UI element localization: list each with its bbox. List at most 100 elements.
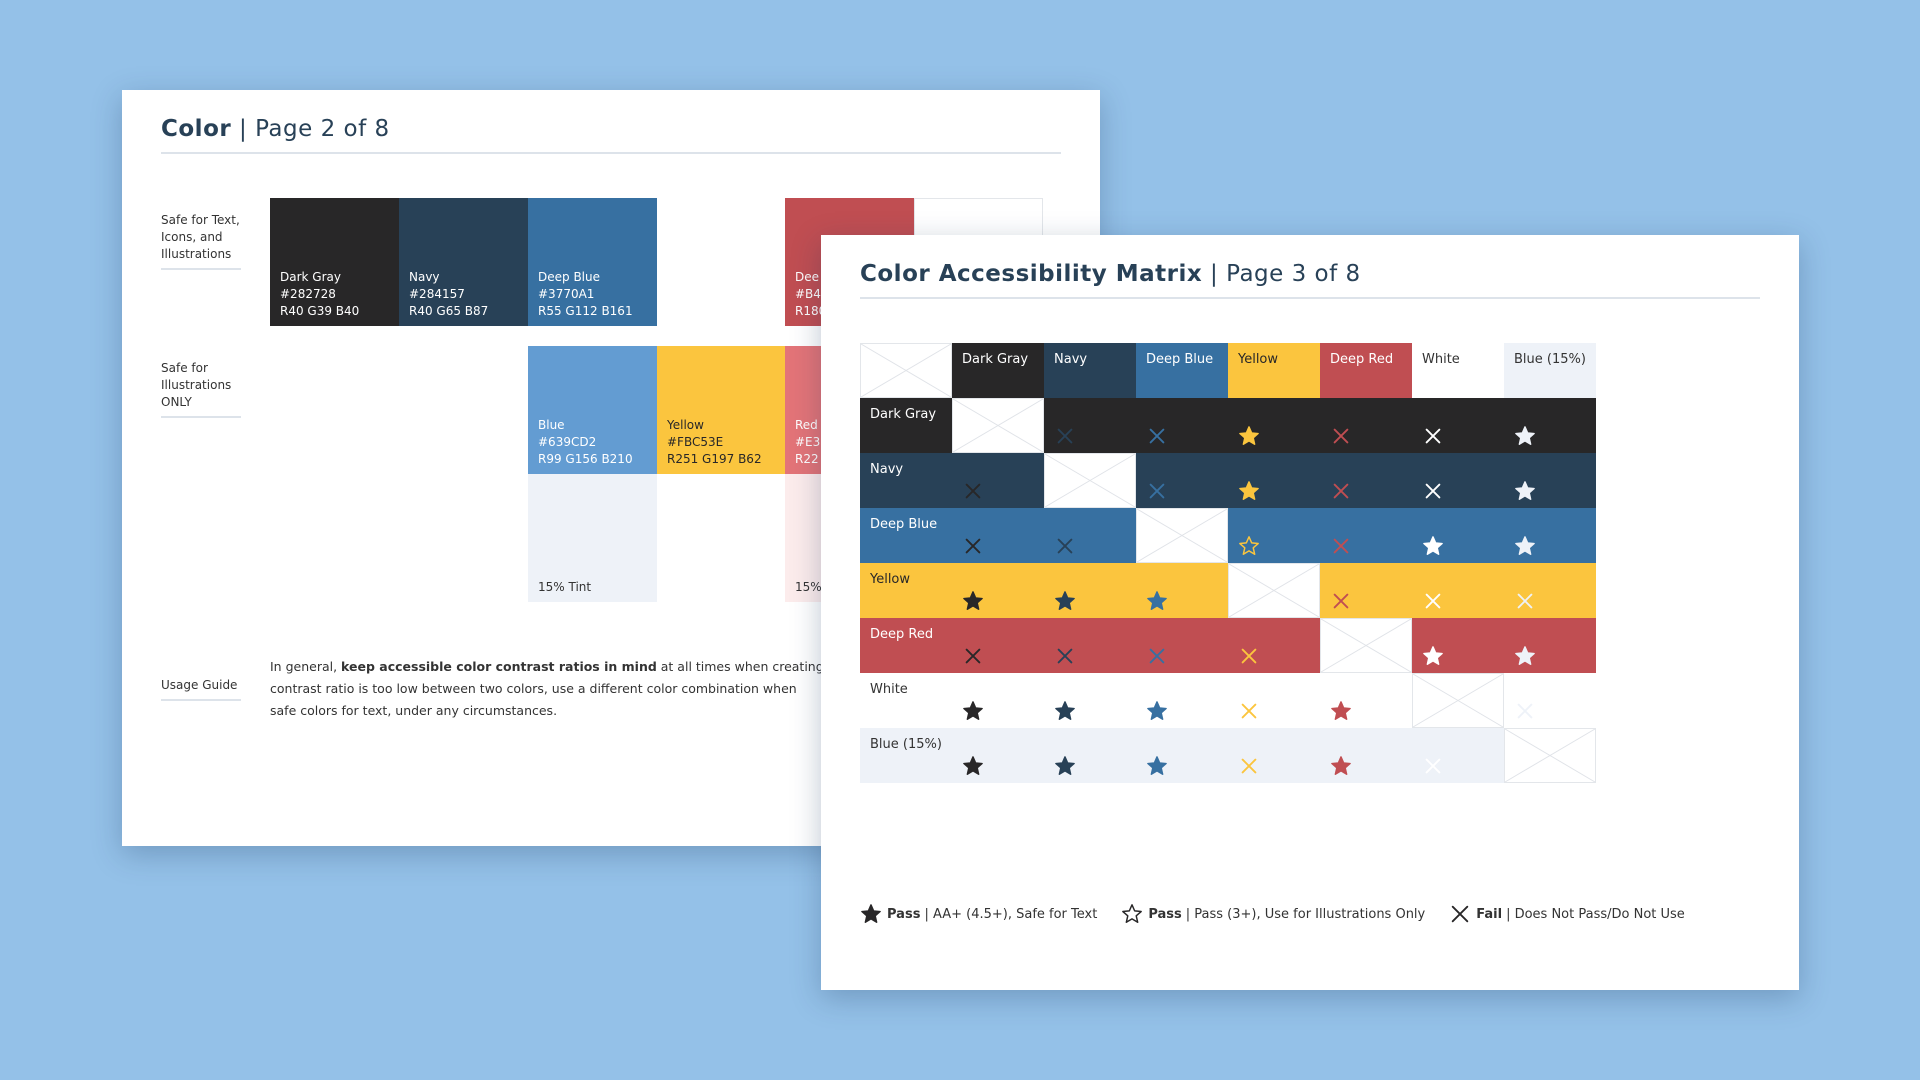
matrix-cell [1320,398,1412,453]
matrix-cell [1320,563,1412,618]
matrix-cell [952,728,1044,783]
row-header: Navy [860,453,952,508]
legend-text: | AA+ (4.5+), Safe for Text [924,906,1098,922]
swatch-name: Navy [409,270,440,284]
filled-star-icon [1515,426,1535,445]
empty-cell-cross [861,344,951,397]
x-icon [1241,758,1257,774]
empty-cell-cross [1045,454,1135,507]
swatch-rgb: R22 [795,452,819,466]
filled-star-icon [1055,756,1075,775]
filled-star-icon [1331,701,1351,720]
empty-cell-cross [1413,674,1503,727]
filled-star-icon [1239,481,1259,500]
filled-star-icon [1515,481,1535,500]
matrix-cell [1044,673,1136,728]
swatch-rgb: R55 G112 B161 [538,304,633,318]
matrix-cell [952,673,1044,728]
column-header: Dark Gray [952,343,1044,398]
page-number: Page 2 of 8 [255,116,390,142]
empty-cell-cross [1321,619,1411,672]
matrix-cell [1228,398,1320,453]
matrix-cell [1136,398,1228,453]
matrix-cell [1044,728,1136,783]
filled-star-icon [1147,701,1167,720]
row-header-label: Navy [870,462,904,477]
swatch-name: Dee [795,270,820,284]
usage-text: at all times when creating [656,659,824,674]
matrix-cell [1504,673,1596,728]
x-icon [1149,428,1165,444]
section-underline [161,416,241,418]
x-icon [1425,593,1441,609]
filled-star-icon [1055,591,1075,610]
matrix-cell [1412,618,1504,673]
matrix-cell [1412,563,1504,618]
section-label-safe-illustrations: Safe for Illustrations ONLY [161,343,251,435]
page-title: Color Accessibility Matrix | Page 3 of 8 [860,261,1361,287]
matrix-cell [1136,618,1228,673]
matrix-cell [1320,673,1412,728]
x-icon [1241,703,1257,719]
filled-star-icon [1147,591,1167,610]
x-icon [1057,538,1073,554]
usage-bold-text: keep accessible color contrast ratios in… [341,659,657,674]
swatch-hex: #639CD2 [538,435,597,449]
x-icon [965,538,981,554]
matrix-cell [1044,398,1136,453]
filled-star-icon [963,701,983,720]
filled-star-icon [1423,646,1443,665]
matrix-cell [1136,563,1228,618]
x-icon [1333,428,1349,444]
swatch-blue-tint: 15% Tint [528,474,657,602]
usage-text: safe colors for text, under any circumst… [270,703,558,718]
column-header: Navy [1044,343,1136,398]
empty-cell-cross [1505,729,1595,782]
empty-cell-cross [1137,509,1227,562]
swatch-hex: #282728 [280,287,336,301]
x-icon [1452,905,1469,923]
legend-bold: Pass [1148,906,1182,922]
swatch-dark-gray: Dark Gray #282728 R40 G39 B40 [270,198,399,326]
filled-star-icon [1239,426,1259,445]
matrix-cell [1412,728,1504,783]
row-header-label: Deep Red [870,627,934,642]
swatch-navy: Navy #284157 R40 G65 B87 [399,198,528,326]
matrix-cell [1136,673,1228,728]
filled-star-icon [1515,646,1535,665]
x-icon [1149,483,1165,499]
row-header-label: Dark Gray [870,407,937,422]
column-header-label: Dark Gray [962,352,1029,367]
filled-star-icon [963,591,983,610]
matrix-cell [1504,398,1596,453]
swatch-yellow: Yellow #FBC53E R251 G197 B62 [657,346,786,474]
tint-label: 15% [795,580,822,594]
section-label-text: Safe for Illustrations ONLY [161,361,232,409]
legend-bold: Pass [887,906,921,922]
section-label-text: Safe for Text, Icons, and Illustrations [161,213,240,261]
legend-item-pass-text: Pass | AA+ (4.5+), Safe for Text [860,903,1097,925]
title-divider [161,152,1061,154]
swatch-hex: #E3 [795,435,821,449]
x-icon [1425,428,1441,444]
swatch-name: Dark Gray [280,270,341,284]
swatch-hex: #284157 [409,287,465,301]
legend: Pass | AA+ (4.5+), Safe for Text Pass | Pa… [860,903,1709,925]
x-icon [1057,428,1073,444]
matrix-cell [1320,453,1412,508]
matrix-cell-empty [1228,563,1320,618]
title-strong: Color Accessibility Matrix [860,261,1203,287]
x-icon [1241,648,1257,664]
matrix-cell [1504,563,1596,618]
swatch-name: Red [795,418,818,432]
x-icon [1425,758,1441,774]
matrix-cell [1412,508,1504,563]
matrix-cell [1228,618,1320,673]
matrix-cell [1504,453,1596,508]
column-header-label: Blue (15%) [1514,352,1586,367]
matrix-cell [952,563,1044,618]
swatch-deep-blue: Deep Blue #3770A1 R55 G112 B161 [528,198,657,326]
matrix-cell [1228,508,1320,563]
usage-text: contrast ratio is too low between two co… [270,681,797,696]
matrix-cell [1136,453,1228,508]
